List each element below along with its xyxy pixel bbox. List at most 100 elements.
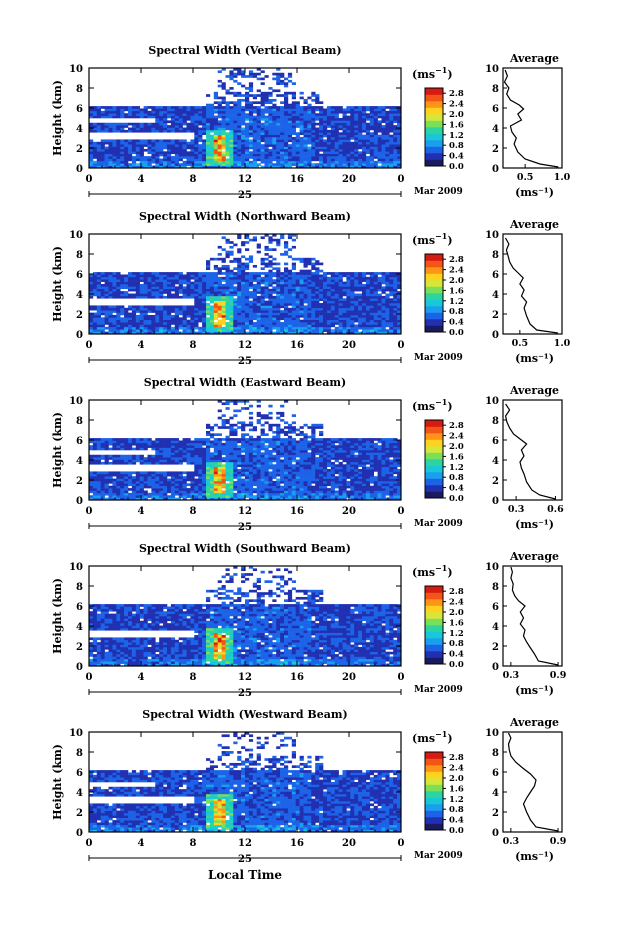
heatmap-cell	[144, 322, 148, 325]
heatmap-cell	[179, 158, 183, 161]
heatmap-cell	[179, 452, 183, 455]
heatmap-cell	[268, 324, 272, 327]
heatmap-cell	[237, 294, 241, 297]
heatmap-cell	[202, 327, 206, 330]
heatmap-cell	[374, 118, 378, 121]
heatmap-cell	[292, 92, 296, 95]
heatmap-cell	[245, 130, 249, 133]
heatmap-cell	[206, 471, 210, 474]
heatmap-cell	[276, 135, 280, 138]
heatmap-cell	[101, 488, 105, 491]
heatmap-cell	[346, 274, 350, 277]
heatmap-cell	[370, 120, 374, 123]
heatmap-cell	[144, 161, 148, 164]
heatmap-cell	[307, 282, 311, 285]
heatmap-cell	[307, 97, 311, 100]
heatmap-cell	[245, 258, 249, 261]
heatmap-cell	[116, 448, 120, 451]
heatmap-cell	[116, 282, 120, 285]
heatmap-cell	[151, 279, 155, 282]
heatmap-cell	[272, 279, 276, 282]
heatmap-cell	[237, 310, 241, 313]
heatmap-cell	[315, 108, 319, 111]
heatmap-cell	[210, 154, 214, 157]
heatmap-cell	[226, 151, 230, 154]
heatmap-cell	[116, 322, 120, 325]
heatmap-cell	[233, 158, 237, 161]
heatmap-cell	[194, 308, 198, 311]
heatmap-cell	[245, 123, 249, 126]
heatmap-cell	[105, 125, 109, 128]
heatmap-cell	[378, 116, 382, 119]
heatmap-cell	[136, 320, 140, 323]
heatmap-cell	[327, 315, 331, 318]
heatmap-cell	[366, 327, 370, 330]
heatmap-cell	[268, 294, 272, 297]
heatmap-cell	[265, 139, 269, 142]
heatmap-cell	[218, 123, 222, 126]
heatmap-cell	[190, 116, 194, 119]
heatmap-cell	[358, 156, 362, 159]
heatmap-cell	[307, 123, 311, 126]
heatmap-cell	[304, 101, 308, 104]
heatmap-cell	[206, 116, 210, 119]
heatmap-cell	[374, 128, 378, 131]
heatmap-cell	[261, 101, 265, 104]
heatmap-cell	[249, 274, 253, 277]
heatmap-cell	[276, 75, 280, 78]
heatmap-cell	[128, 272, 132, 275]
heatmap-cell	[124, 460, 128, 463]
heatmap-cell	[120, 322, 124, 325]
heatmap-cell	[382, 135, 386, 138]
y-tick-label: 6	[76, 270, 83, 281]
heatmap-cell	[335, 301, 339, 304]
heatmap-cell	[202, 123, 206, 126]
heatmap-cell	[296, 329, 300, 332]
heatmap-cell	[163, 118, 167, 121]
heatmap-cell	[101, 274, 105, 277]
heatmap-cell	[222, 305, 226, 308]
heatmap-cell	[237, 142, 241, 145]
heatmap-cell	[183, 154, 187, 157]
heatmap-cell	[280, 132, 284, 135]
heatmap-cell	[179, 471, 183, 474]
heatmap-cell	[190, 282, 194, 285]
heatmap-cell	[226, 106, 230, 109]
heatmap-cell	[128, 113, 132, 116]
heatmap-cell	[202, 474, 206, 477]
heatmap-cell	[229, 284, 233, 287]
heatmap-cell	[249, 327, 253, 330]
heatmap-cell	[385, 111, 389, 114]
y-tick-label: 8	[76, 84, 83, 95]
heatmap-cell	[194, 161, 198, 164]
heatmap-cell	[304, 324, 308, 327]
heatmap-cell	[128, 108, 132, 111]
heatmap-cell	[233, 151, 237, 154]
heatmap-cell	[362, 147, 366, 150]
heatmap-cell	[140, 128, 144, 131]
heatmap-cell	[132, 158, 136, 161]
heatmap-cell	[350, 274, 354, 277]
heatmap-cell	[140, 495, 144, 498]
heatmap-cell	[276, 139, 280, 142]
heatmap-cell	[167, 149, 171, 152]
heatmap-cell	[89, 476, 93, 479]
heatmap-cell	[346, 151, 350, 154]
heatmap-cell	[315, 303, 319, 306]
heatmap-cell	[284, 289, 288, 292]
heatmap-cell	[167, 125, 171, 128]
heatmap-cell	[245, 132, 249, 135]
heatmap-cell	[218, 310, 222, 313]
heatmap-cells	[89, 234, 401, 334]
heatmap-cell	[354, 154, 358, 157]
heatmap-cell	[128, 327, 132, 330]
heatmap-cell	[358, 135, 362, 138]
heatmap-cell	[389, 120, 393, 123]
heatmap-cell	[249, 89, 253, 92]
heatmap-cell	[280, 139, 284, 142]
heatmap-cell	[93, 291, 97, 294]
heatmap-cell	[159, 329, 163, 332]
heatmap-cell	[249, 128, 253, 131]
y-tick-label: 0	[76, 164, 83, 175]
heatmap-cell	[237, 320, 241, 323]
